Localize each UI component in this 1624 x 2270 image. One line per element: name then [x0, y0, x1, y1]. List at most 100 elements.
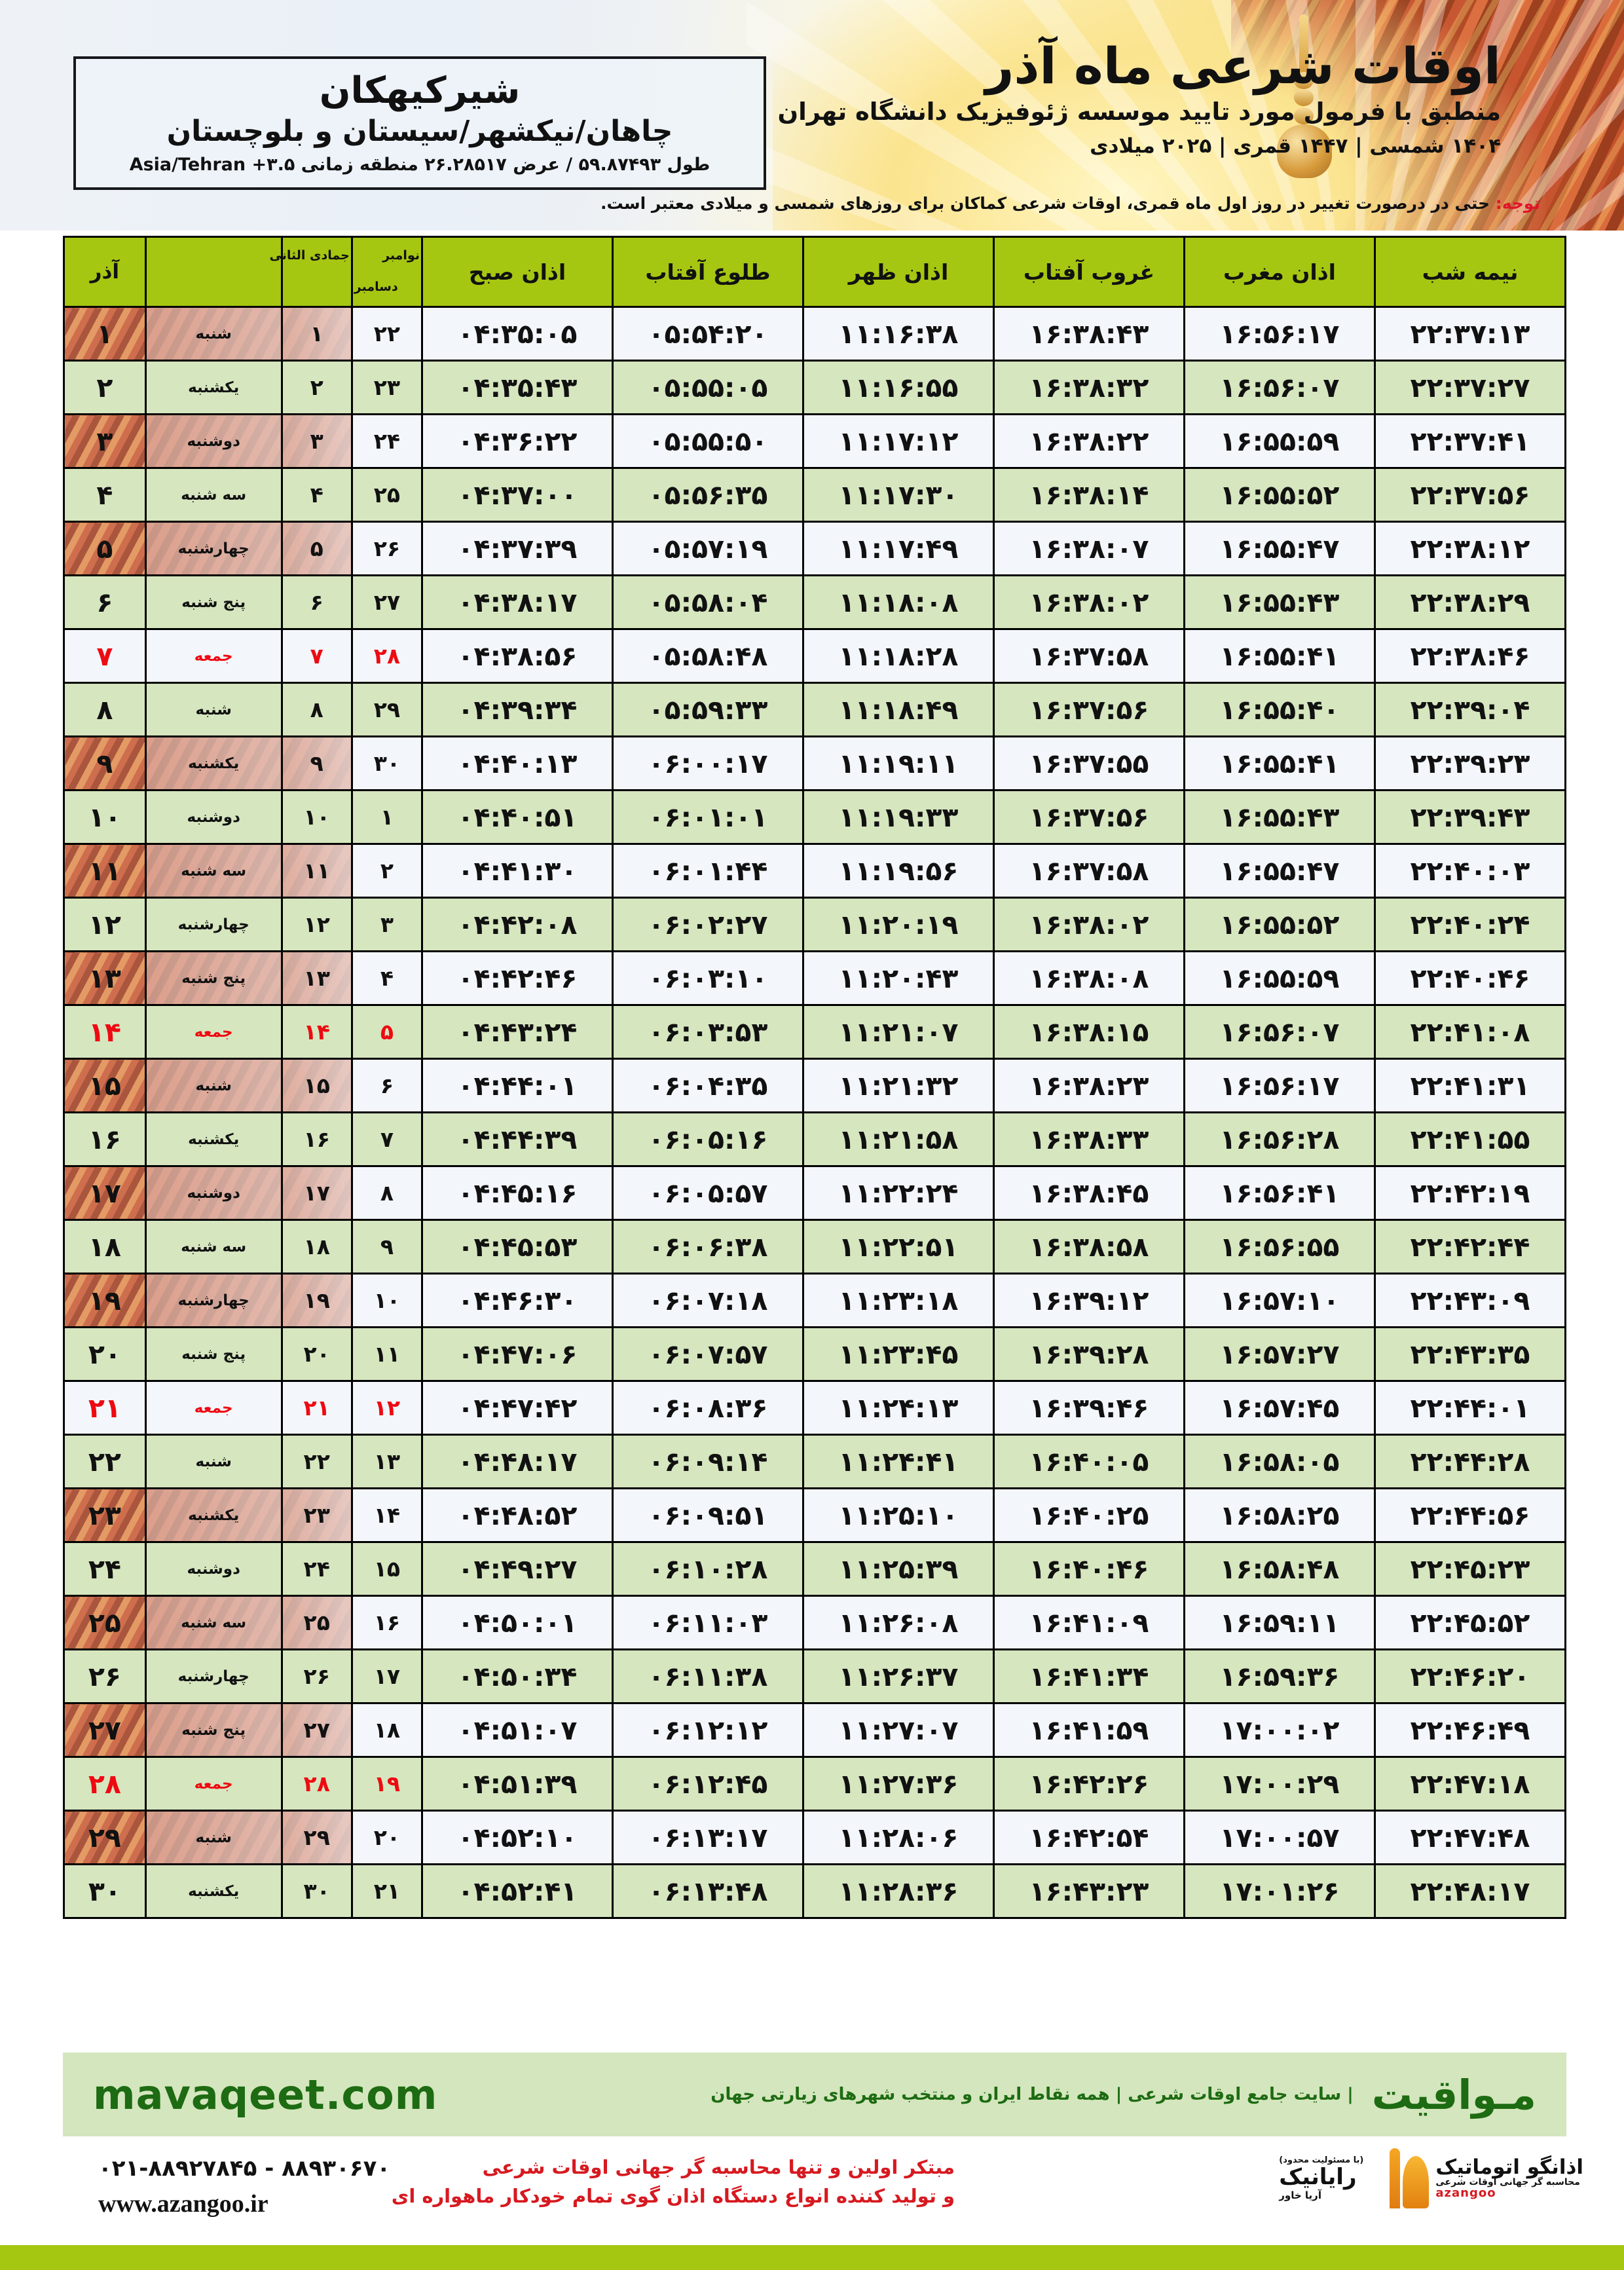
gregorian-day-cell: ۶: [350, 1058, 424, 1113]
footer-red-text: مبتکر اولین و تنها محاسبه گر جهانی اوقات…: [392, 2153, 955, 2210]
sunset-cell: ۱۶:۳۸:۲۲: [993, 413, 1185, 469]
fajr-azan-cell: ۰۴:۴۸:۵۲: [421, 1487, 614, 1543]
weekday-cell: سه شنبه: [144, 843, 283, 899]
rayaneek-logo[interactable]: (با مسئولیت محدود) رایانیک آریا خاور: [1279, 2155, 1363, 2201]
note-keyword: توجه:: [1495, 194, 1540, 213]
hijri-day-cell: ۶: [280, 574, 353, 630]
fajr-azan-cell: ۰۴:۴۴:۳۹: [421, 1111, 614, 1167]
day-number-cell: ۱۱: [63, 843, 147, 899]
day-number-cell: ۳۰: [63, 1863, 147, 1919]
mavaqeet-promo-bar[interactable]: مـواقیت | سایت جامع اوقات شرعی | همه نقا…: [63, 2053, 1566, 2136]
sunset-cell: ۱۶:۳۹:۴۶: [993, 1380, 1185, 1436]
hijri-day-cell: ۳: [280, 413, 353, 469]
col-header-hijri: جمادی الثانی: [270, 236, 353, 308]
maghrib-azan-cell: ۱۶:۵۵:۴۳: [1183, 789, 1376, 845]
fajr-azan-cell: ۰۴:۵۰:۰۱: [421, 1595, 614, 1650]
dhuhr-azan-cell: ۱۱:۱۸:۲۸: [802, 628, 995, 684]
table-row: ۲۲:۳۷:۲۷ ۱۶:۵۶:۰۷ ۱۶:۳۸:۳۲ ۱۱:۱۶:۵۵ ۰۵:۵۵:۰۵…: [63, 360, 1566, 415]
midnight-cell: ۲۲:۴۵:۲۳: [1374, 1541, 1566, 1597]
sunset-cell: ۱۶:۳۸:۵۸: [993, 1219, 1185, 1275]
maghrib-azan-cell: ۱۶:۵۶:۴۱: [1183, 1165, 1376, 1221]
sunrise-cell: ۰۶:۰۳:۵۳: [612, 1004, 804, 1060]
gregorian-day-cell: ۲۰: [350, 1810, 424, 1865]
dhuhr-azan-cell: ۱۱:۲۳:۱۸: [802, 1273, 995, 1328]
dhuhr-azan-cell: ۱۱:۲۶:۰۸: [802, 1595, 995, 1650]
gregorian-day-cell: ۱۷: [350, 1648, 424, 1704]
weekday-cell: سه شنبه: [144, 1219, 283, 1275]
sunset-cell: ۱۶:۴۲:۵۴: [993, 1810, 1185, 1865]
weekday-cell: شنبه: [144, 682, 283, 737]
fajr-azan-cell: ۰۴:۳۷:۰۰: [421, 467, 614, 523]
dhuhr-azan-cell: ۱۱:۲۷:۳۶: [802, 1756, 995, 1812]
hijri-day-cell: ۵: [280, 521, 353, 576]
dhuhr-azan-cell: ۱۱:۲۱:۵۸: [802, 1111, 995, 1167]
sunset-cell: ۱۶:۴۳:۲۳: [993, 1863, 1185, 1919]
fajr-azan-cell: ۰۴:۳۶:۲۲: [421, 413, 614, 469]
gregorian-day-cell: ۲۵: [350, 467, 424, 523]
sunset-cell: ۱۶:۳۷:۵۸: [993, 843, 1185, 899]
table-row: ۲۲:۴۴:۲۸ ۱۶:۵۸:۰۵ ۱۶:۴۰:۰۵ ۱۱:۲۴:۴۱ ۰۶:۰۹:۱۴…: [63, 1434, 1566, 1489]
dhuhr-azan-cell: ۱۱:۲۲:۵۱: [802, 1219, 995, 1275]
day-number-cell: ۱۷: [63, 1165, 147, 1221]
mavaqeet-tagline: | سایت جامع اوقات شرعی | همه نقاط ایران …: [710, 2085, 1354, 2104]
dhuhr-azan-cell: ۱۱:۱۹:۵۶: [802, 843, 995, 899]
fajr-azan-cell: ۰۴:۴۲:۰۸: [421, 897, 614, 952]
footer-website[interactable]: www.azangoo.ir: [98, 2190, 268, 2218]
mosque-icon: [1386, 2148, 1430, 2208]
day-number-cell: ۲: [63, 360, 147, 415]
azangoo-latin: azangoo: [1435, 2186, 1496, 2201]
day-number-cell: ۱۸: [63, 1219, 147, 1275]
maghrib-azan-cell: ۱۷:۰۰:۰۲: [1183, 1702, 1376, 1758]
day-number-cell: ۴: [63, 467, 147, 523]
hijri-day-cell: ۱۱: [280, 843, 353, 899]
day-number-cell: ۲۳: [63, 1487, 147, 1543]
col-header-azar: آذر: [63, 236, 147, 308]
maghrib-azan-cell: ۱۶:۵۸:۲۵: [1183, 1487, 1376, 1543]
maghrib-azan-cell: ۱۶:۵۶:۰۷: [1183, 1004, 1376, 1060]
maghrib-azan-cell: ۱۷:۰۰:۲۹: [1183, 1756, 1376, 1812]
day-number-cell: ۲۶: [63, 1648, 147, 1704]
midnight-cell: ۲۲:۴۸:۱۷: [1374, 1863, 1566, 1919]
mavaqeet-domain[interactable]: mavaqeet.com: [93, 2070, 438, 2119]
sunset-cell: ۱۶:۳۸:۳۳: [993, 1111, 1185, 1167]
col-header-maghrib-azan: اذان مغرب: [1183, 236, 1376, 308]
dhuhr-azan-cell: ۱۱:۲۱:۰۷: [802, 1004, 995, 1060]
midnight-cell: ۲۲:۴۱:۵۵: [1374, 1111, 1566, 1167]
table-row: ۲۲:۴۵:۲۳ ۱۶:۵۸:۴۸ ۱۶:۴۰:۴۶ ۱۱:۲۵:۳۹ ۰۶:۱۰:۲۸…: [63, 1541, 1566, 1597]
table-row: ۲۲:۴۵:۵۲ ۱۶:۵۹:۱۱ ۱۶:۴۱:۰۹ ۱۱:۲۶:۰۸ ۰۶:۱۱:۰۳…: [63, 1595, 1566, 1650]
table-row: ۲۲:۴۰:۲۴ ۱۶:۵۵:۵۲ ۱۶:۳۸:۰۲ ۱۱:۲۰:۱۹ ۰۶:۰۲:۲۷…: [63, 897, 1566, 952]
maghrib-azan-cell: ۱۶:۵۵:۴۱: [1183, 628, 1376, 684]
gregorian-day-cell: ۲۶: [350, 521, 424, 576]
hijri-day-cell: ۲۷: [280, 1702, 353, 1758]
table-row: ۲۲:۴۷:۴۸ ۱۷:۰۰:۵۷ ۱۶:۴۲:۵۴ ۱۱:۲۸:۰۶ ۰۶:۱۳:۱۷…: [63, 1810, 1566, 1865]
midnight-cell: ۲۲:۴۶:۲۰: [1374, 1648, 1566, 1704]
weekday-cell: جمعه: [144, 1004, 283, 1060]
table-row: ۲۲:۴۱:۳۱ ۱۶:۵۶:۱۷ ۱۶:۳۸:۲۳ ۱۱:۲۱:۳۲ ۰۶:۰۴:۳۵…: [63, 1058, 1566, 1113]
azangoo-logo[interactable]: اذانگو اتوماتیک محاسبه گر جهانی اوقات شر…: [1386, 2148, 1583, 2208]
sunrise-cell: ۰۶:۱۳:۱۷: [612, 1810, 804, 1865]
maghrib-azan-cell: ۱۶:۵۵:۵۲: [1183, 897, 1376, 952]
sunrise-cell: ۰۶:۰۴:۳۵: [612, 1058, 804, 1113]
fajr-azan-cell: ۰۴:۴۵:۵۳: [421, 1219, 614, 1275]
midnight-cell: ۲۲:۳۷:۴۱: [1374, 413, 1566, 469]
azangoo-title: اذانگو اتوماتیک: [1435, 2155, 1583, 2179]
gregorian-day-cell: ۱۰: [350, 1273, 424, 1328]
sunset-cell: ۱۶:۳۷:۵۶: [993, 682, 1185, 737]
hijri-day-cell: ۹: [280, 735, 353, 791]
table-row: ۲۲:۳۸:۴۶ ۱۶:۵۵:۴۱ ۱۶:۳۷:۵۸ ۱۱:۱۸:۲۸ ۰۵:۵۸:۴۸…: [63, 628, 1566, 684]
midnight-cell: ۲۲:۳۷:۵۶: [1374, 467, 1566, 523]
dhuhr-azan-cell: ۱۱:۱۹:۱۱: [802, 735, 995, 791]
maghrib-azan-cell: ۱۶:۵۷:۱۰: [1183, 1273, 1376, 1328]
fajr-azan-cell: ۰۴:۵۲:۱۰: [421, 1810, 614, 1865]
sunset-cell: ۱۶:۳۸:۳۲: [993, 360, 1185, 415]
rayaneek-name: رایانیک: [1279, 2164, 1357, 2191]
table-row: ۲۲:۴۶:۴۹ ۱۷:۰۰:۰۲ ۱۶:۴۱:۵۹ ۱۱:۲۷:۰۷ ۰۶:۱۲:۱۲…: [63, 1702, 1566, 1758]
weekday-cell: دوشنبه: [144, 1165, 283, 1221]
table-row: ۲۲:۳۹:۴۳ ۱۶:۵۵:۴۳ ۱۶:۳۷:۵۶ ۱۱:۱۹:۳۳ ۰۶:۰۱:۰۱…: [63, 789, 1566, 845]
fajr-azan-cell: ۰۴:۴۲:۴۶: [421, 950, 614, 1006]
table-row: ۲۲:۴۰:۰۳ ۱۶:۵۵:۴۷ ۱۶:۳۷:۵۸ ۱۱:۱۹:۵۶ ۰۶:۰۱:۴۴…: [63, 843, 1566, 899]
mavaqeet-brand: مـواقیت: [1371, 2070, 1536, 2119]
page-title: اوقات شرعی ماه آذر: [985, 37, 1501, 95]
weekday-cell: پنج شنبه: [144, 1326, 283, 1382]
